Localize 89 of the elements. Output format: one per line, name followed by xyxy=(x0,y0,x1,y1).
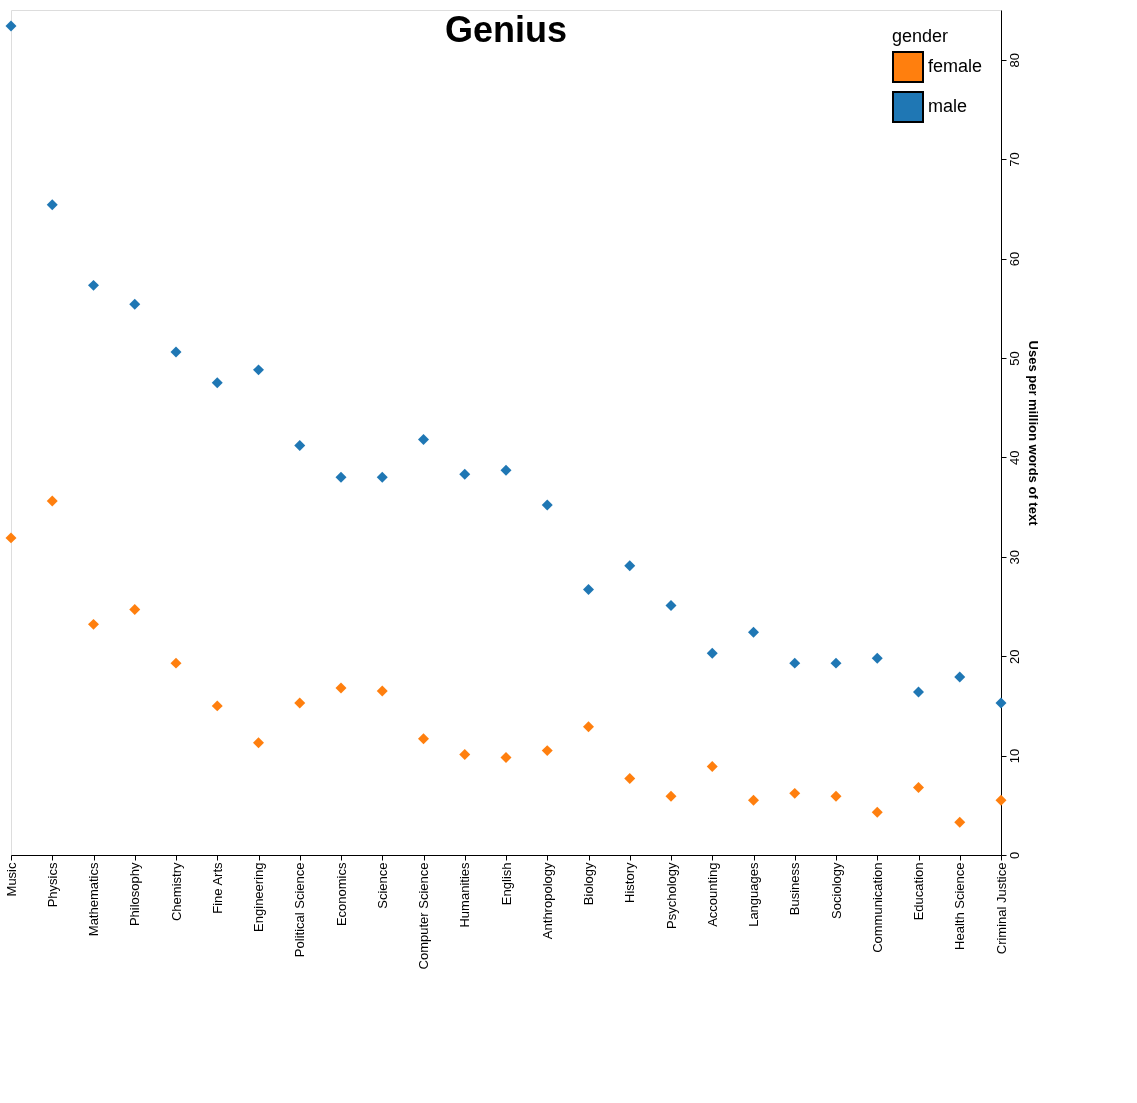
x-tick-label: Music xyxy=(3,862,19,897)
y-tick-label: 10 xyxy=(1006,748,1022,764)
point xyxy=(500,464,512,476)
point xyxy=(789,657,801,669)
x-tick-label: Sociology xyxy=(828,862,844,919)
x-tick-label: Psychology xyxy=(663,862,679,929)
point xyxy=(706,761,718,772)
x-tick-label: Health Science xyxy=(952,862,968,950)
point xyxy=(500,752,512,764)
point xyxy=(583,584,594,596)
point xyxy=(294,439,306,451)
x-tick-label: Languages xyxy=(746,862,761,927)
y-tick-label: 80 xyxy=(1006,52,1022,68)
point xyxy=(541,745,553,757)
point xyxy=(170,657,182,669)
x-tick-label: Science xyxy=(374,862,390,909)
point xyxy=(335,471,347,483)
x-tick-label: Education xyxy=(911,862,926,921)
point xyxy=(211,700,223,712)
x-tick-label: Criminal Justice xyxy=(993,862,1009,955)
y-tick-label: 70 xyxy=(1006,152,1022,167)
y-tick-label: 60 xyxy=(1006,251,1022,267)
point xyxy=(789,787,801,799)
point xyxy=(253,364,264,376)
x-tick-label: Anthropology xyxy=(539,862,555,940)
point xyxy=(830,790,842,802)
point xyxy=(665,600,677,611)
x-tick-label: Computer Science xyxy=(416,862,431,970)
x-tick-label: Political Science xyxy=(292,862,308,958)
point xyxy=(5,20,17,32)
legend-title: gender xyxy=(892,26,949,46)
point xyxy=(459,749,471,761)
point xyxy=(913,686,924,698)
point xyxy=(541,499,553,511)
legend-label: male xyxy=(928,96,968,116)
point xyxy=(418,433,429,445)
point xyxy=(335,682,347,694)
point xyxy=(170,346,182,358)
x-tick-label: Humanities xyxy=(457,862,473,928)
point xyxy=(129,603,141,615)
point xyxy=(624,560,636,572)
x-tick-label: History xyxy=(622,862,638,903)
point xyxy=(376,471,388,483)
point xyxy=(954,671,966,683)
x-tick-label: Communication xyxy=(869,862,885,953)
x-tick-label: Economics xyxy=(333,862,349,927)
point xyxy=(624,772,636,784)
y-tick-label: 40 xyxy=(1006,450,1022,466)
point xyxy=(46,199,58,211)
point xyxy=(5,532,17,544)
y-tick-label: 20 xyxy=(1006,649,1022,664)
point xyxy=(748,626,759,638)
point xyxy=(583,721,594,733)
point xyxy=(871,652,883,664)
point xyxy=(830,657,842,669)
y-tick-label: 0 xyxy=(1006,851,1022,860)
x-tick-label: Philosophy xyxy=(127,862,143,927)
point xyxy=(88,618,99,630)
point xyxy=(954,816,966,828)
point xyxy=(748,794,759,806)
y-tick-label: 30 xyxy=(1006,550,1022,565)
legend-label: female xyxy=(928,56,983,76)
point xyxy=(995,697,1007,709)
y-tick-label: 50 xyxy=(1006,351,1022,366)
x-tick-label: English xyxy=(498,862,514,906)
point xyxy=(294,697,306,709)
x-tick-label: Accounting xyxy=(704,862,720,927)
x-tick-label: Fine Arts xyxy=(209,862,225,914)
point xyxy=(211,377,223,389)
point xyxy=(376,685,388,697)
x-tick-label: Chemistry xyxy=(168,862,184,922)
x-tick-label: Engineering xyxy=(251,862,266,932)
x-tick-label: Biology xyxy=(581,862,596,906)
point xyxy=(46,495,58,507)
point xyxy=(665,790,677,802)
point xyxy=(253,737,264,749)
point xyxy=(706,647,718,659)
point xyxy=(88,279,99,291)
point xyxy=(418,733,429,745)
x-tick-label: Business xyxy=(787,862,803,916)
x-tick-label: Physics xyxy=(44,862,60,908)
point xyxy=(913,781,924,793)
point xyxy=(871,806,883,818)
point xyxy=(129,298,141,310)
chart-title: Genius xyxy=(444,9,568,50)
point xyxy=(995,794,1007,806)
point xyxy=(459,468,471,480)
x-tick-label: Mathematics xyxy=(86,862,101,937)
y-axis-title: Uses per million words of text xyxy=(1025,340,1041,527)
